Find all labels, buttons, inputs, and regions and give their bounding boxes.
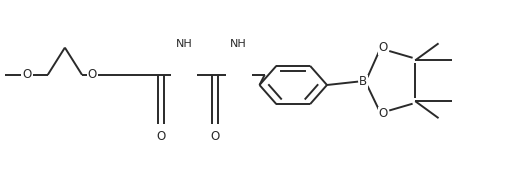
Text: NH: NH — [176, 39, 193, 49]
Text: B: B — [359, 75, 367, 88]
Text: O: O — [22, 68, 32, 81]
Text: NH: NH — [230, 39, 247, 49]
Text: O: O — [156, 130, 166, 142]
Text: O: O — [378, 41, 388, 54]
Text: O: O — [211, 130, 220, 142]
Text: O: O — [88, 68, 97, 81]
Text: O: O — [378, 107, 388, 120]
